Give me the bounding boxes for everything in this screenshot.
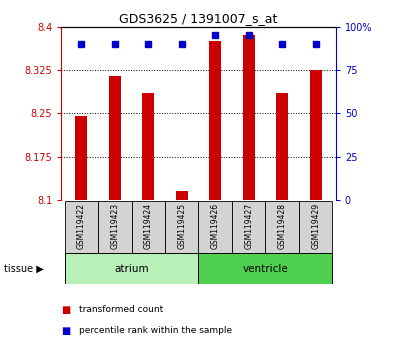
Text: GSM119427: GSM119427 [244, 203, 253, 249]
Bar [199, 201, 232, 253]
Bar [232, 201, 265, 253]
Bar [109, 76, 120, 200]
Bar [243, 35, 254, 200]
Text: percentile rank within the sample: percentile rank within the sample [79, 326, 232, 336]
Bar [199, 253, 333, 284]
Text: GSM119424: GSM119424 [144, 203, 153, 249]
Bar [132, 201, 165, 253]
Bar [143, 93, 154, 200]
Title: GDS3625 / 1391007_s_at: GDS3625 / 1391007_s_at [119, 12, 278, 25]
Bar [265, 201, 299, 253]
Text: GSM119428: GSM119428 [278, 203, 287, 249]
Text: GSM119423: GSM119423 [110, 203, 119, 249]
Bar [209, 41, 221, 200]
Text: transformed count: transformed count [79, 305, 163, 314]
Text: GSM119425: GSM119425 [177, 203, 186, 249]
Bar [75, 116, 87, 200]
Text: GSM119426: GSM119426 [211, 203, 220, 249]
Bar [276, 93, 288, 200]
Bar [165, 201, 198, 253]
Bar [64, 253, 199, 284]
Text: GSM119429: GSM119429 [311, 203, 320, 249]
Text: GSM119422: GSM119422 [77, 203, 86, 249]
Text: ■: ■ [61, 326, 70, 336]
Bar [64, 201, 98, 253]
Text: ■: ■ [61, 305, 70, 315]
Bar [299, 201, 333, 253]
Bar [310, 70, 322, 200]
Bar [98, 201, 132, 253]
Bar [176, 191, 188, 200]
Text: ventricle: ventricle [243, 263, 288, 274]
Text: atrium: atrium [114, 263, 149, 274]
Text: tissue ▶: tissue ▶ [4, 263, 44, 274]
